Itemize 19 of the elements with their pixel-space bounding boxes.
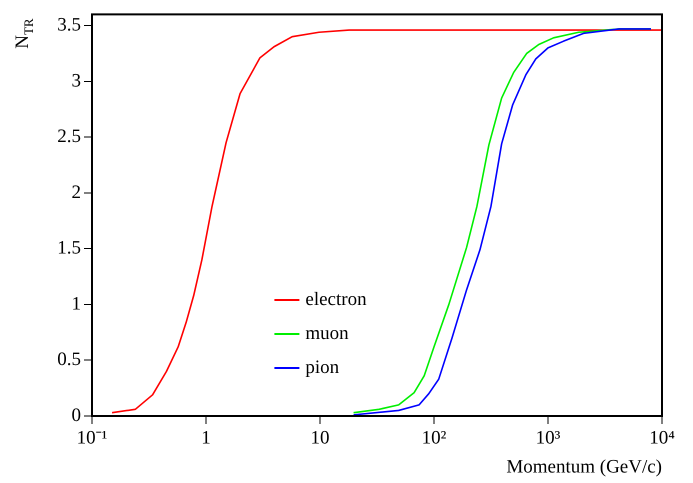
legend-label: electron (305, 288, 368, 310)
y-tick-label: 2.5 (57, 126, 81, 148)
x-tick-label: 10 (310, 427, 330, 448)
y-tick-label: 0 (72, 404, 81, 426)
y-axis-title: NTR (12, 18, 36, 49)
y-tick-label: 3.5 (57, 14, 81, 36)
x-tick-label: 10⁴ (649, 427, 676, 448)
x-tick-label: 1 (201, 427, 211, 448)
y-tick-label: 1.5 (57, 238, 81, 259)
x-tick-label: 10³ (536, 427, 561, 448)
legend-label: pion (305, 356, 340, 378)
y-tick-label: 0.5 (57, 349, 81, 370)
legend-label: muon (305, 322, 350, 344)
x-tick-label: 10² (422, 427, 447, 448)
y-tick-label: 1 (72, 293, 81, 314)
y-tick-label: 2 (72, 182, 81, 203)
x-axis-title: Momentum (GeV/c) (506, 456, 662, 478)
y-tick-label: 3 (72, 70, 81, 92)
x-tick-label: 10⁻¹ (76, 427, 108, 448)
